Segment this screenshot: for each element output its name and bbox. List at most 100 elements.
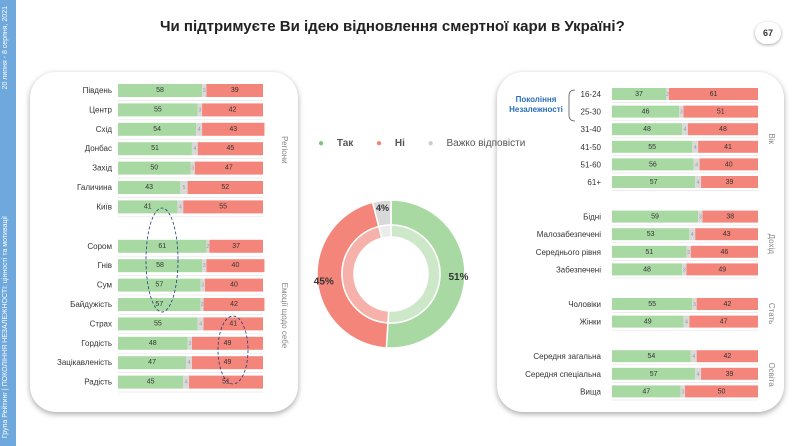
bar-no-value: 43 (229, 126, 237, 133)
bar-hard-value: 4 (198, 127, 201, 133)
legend-yes-label: Так (336, 138, 354, 149)
bar-yes (612, 315, 684, 328)
bar-yes (118, 278, 201, 292)
bar-no (191, 336, 263, 350)
bar-category-label: Байдужість (70, 300, 112, 309)
bar-yes-value: 51 (151, 145, 159, 152)
bar-yes-value: 46 (642, 109, 650, 116)
bar-hard (202, 259, 207, 273)
bar-yes (118, 298, 201, 311)
bar-category-label: 41-50 (581, 143, 602, 152)
bar-yes (118, 142, 192, 156)
bar-no-value: 40 (230, 282, 238, 289)
bar-yes (612, 228, 690, 241)
donut-slice-label: 51% (448, 272, 468, 283)
bar-category-label: Малозабезпечені (537, 230, 601, 239)
bar-hard (186, 356, 192, 370)
legend-no: ● Ні (376, 138, 405, 149)
bar-hard-value: 5 (183, 185, 186, 191)
bar-no-value: 42 (723, 353, 731, 360)
bar-yes-value: 53 (647, 231, 655, 238)
bar-yes-value: 54 (648, 353, 656, 360)
bar-category-label: Жінки (579, 318, 601, 327)
bar-hard-value: 4 (695, 162, 698, 168)
bar-hard-value: 4 (199, 321, 202, 327)
bar-hard (180, 181, 188, 194)
bar-yes-value: 59 (651, 214, 659, 221)
bar-yes-value: 50 (150, 165, 158, 172)
bar-category-label: Сум (97, 281, 112, 290)
legend-hard: ● Важко відповісти (427, 138, 526, 149)
left-panel: Південь 58 3 39 Центр 55 3 42 Схід 54 4 43 Донбас 51 4… (30, 72, 298, 412)
bar-no-value: 51 (717, 109, 725, 116)
bar-yes (612, 350, 691, 363)
bar-no (668, 88, 758, 100)
bar-hard (196, 122, 203, 136)
bar-category-label: Радість (84, 378, 112, 387)
bar-hard-value: 4 (694, 145, 697, 151)
bar-hard (679, 105, 684, 118)
bar-yes-value: 45 (147, 379, 155, 386)
bar-no (203, 298, 265, 311)
bar-no-value: 50 (718, 388, 726, 395)
annotation-bracket (568, 89, 576, 122)
bar-category-label: Середня спеціальна (525, 370, 601, 379)
bar-category-label: Гнів (98, 261, 112, 270)
bar-hard-value: 3 (203, 88, 206, 94)
bar-no (701, 176, 758, 188)
bar-hard-value: 2 (666, 92, 669, 98)
bar-yes-value: 48 (643, 266, 651, 273)
bar-hard (197, 317, 204, 331)
donut-chart: 51% 45% 4% (314, 199, 469, 349)
bar-hard (190, 161, 195, 175)
bar-no (187, 181, 263, 194)
bar-no-value: 39 (726, 179, 734, 186)
bar-no (202, 122, 265, 136)
legend: ● Так ● Ні ● Важко відповісти (318, 138, 545, 149)
bar-yes (118, 259, 203, 273)
bar-hard (686, 245, 691, 258)
bar-hard (683, 315, 690, 328)
bar-category-label: 25-30 (581, 108, 602, 117)
bar-hard (200, 278, 205, 292)
bar-category-label: 51-60 (581, 160, 602, 169)
bar-hard (695, 367, 702, 380)
group-label: Стать (767, 303, 776, 324)
bar-no (206, 259, 265, 273)
bar-yes (612, 263, 683, 276)
bar-no-value: 37 (232, 243, 240, 250)
bar-no (194, 161, 263, 175)
bar-yes (118, 375, 184, 389)
bar-yes-value: 55 (648, 301, 656, 308)
bar-hard (693, 158, 700, 171)
bar-yes-value: 37 (635, 91, 643, 98)
bar-category-label: Чоловіки (568, 300, 601, 309)
bar-hard-value: 3 (687, 250, 690, 256)
page-title: Чи підтримуєте Ви ідею відновлення смерт… (160, 18, 625, 35)
bar-yes (612, 105, 680, 118)
bar-no (202, 103, 263, 117)
bar-yes-value: 57 (155, 301, 163, 308)
bar-no-value: 38 (726, 214, 734, 221)
bar-yes-value: 61 (158, 243, 166, 250)
bar-no (696, 298, 758, 310)
sidebar: Група Рейтинг | ПОКОЛІННЯ НЕЗАЛЕЖНОСТІ: … (0, 0, 16, 446)
bar-hard-value: 3 (201, 283, 204, 289)
bar-category-label: Донбас (85, 144, 112, 153)
bar-no (205, 278, 263, 292)
bar-yes-value: 41 (144, 203, 152, 210)
bar-hard (692, 298, 697, 310)
page-number-badge: 67 (755, 22, 781, 44)
bar-no (699, 158, 758, 171)
bar-no-value: 55 (219, 203, 227, 210)
bar-category-label: Забезпечені (556, 265, 601, 274)
bar-yes (612, 158, 694, 171)
bar-no-value: 51 (222, 379, 230, 386)
bar-no-value: 42 (723, 301, 731, 308)
bar-category-label: 31-40 (581, 125, 602, 134)
bar-no-value: 42 (229, 106, 237, 113)
bar-hard-value: 2 (201, 302, 204, 308)
bar-no (203, 317, 263, 331)
bar-hard (695, 176, 702, 188)
bar-no-value: 48 (719, 126, 727, 133)
